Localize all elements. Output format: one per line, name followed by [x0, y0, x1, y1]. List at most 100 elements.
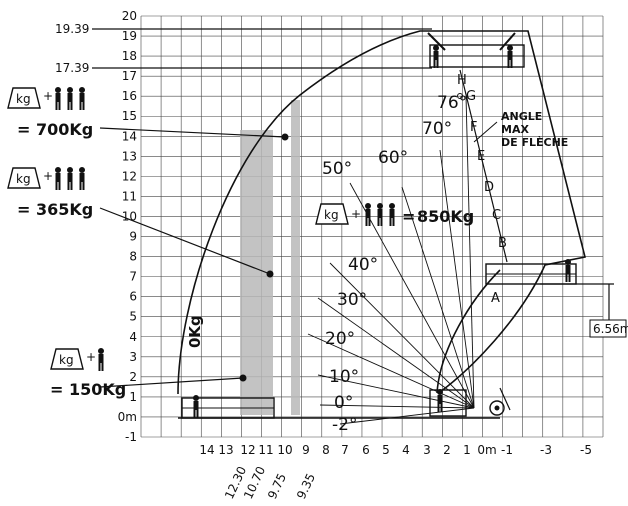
y-tick-label: 20: [122, 9, 137, 23]
y-tick-label: 12: [122, 169, 137, 183]
bottom-mark-label: 9.75: [265, 471, 289, 501]
kg-icon-text: kg: [16, 172, 31, 186]
x-tick-label: 3: [423, 443, 431, 457]
angle-ray: [339, 407, 475, 425]
kg-icon-text: kg: [59, 353, 74, 367]
y-tick-label: 17: [122, 69, 137, 83]
angle-30: 30°: [337, 290, 367, 310]
dot-700: [281, 133, 289, 141]
angle-neg2: -2°: [332, 415, 357, 435]
right-mark-label: 6.56m: [593, 322, 628, 336]
pointer-700: [99, 127, 286, 138]
x-tick-label: 1: [463, 443, 471, 457]
kg-icon-text: kg: [16, 92, 31, 106]
load-850: kg + = 850Kg: [315, 203, 474, 226]
plus-sign: +: [86, 350, 96, 364]
y-tick-label: 11: [122, 189, 137, 203]
x-tick-label: 5: [382, 443, 390, 457]
y-tick-label: 2: [129, 370, 137, 384]
y-tick-label: 18: [122, 49, 137, 63]
x-tick-label: -5: [580, 443, 592, 457]
x-tick-label: 7: [341, 443, 349, 457]
y-tick-label: 7: [129, 270, 137, 284]
y-tick-label: 6: [129, 290, 137, 304]
angle-max-line1: ANGLE: [501, 110, 542, 123]
letter-f: F: [470, 120, 477, 135]
angle-60: 60°: [378, 148, 408, 168]
letter-e: E: [477, 149, 485, 164]
angle-ray: [349, 182, 475, 409]
max-angle-line: [459, 69, 508, 263]
angle-40: 40°: [348, 255, 378, 275]
angle-70: 70°: [422, 119, 452, 139]
x-tick-label: 4: [402, 443, 410, 457]
load-365-label: = 365Kg: [17, 200, 93, 219]
y-tick-label: 15: [122, 109, 137, 123]
angle-ray: [317, 374, 475, 409]
angle-ray: [319, 404, 475, 409]
machine-base: [429, 387, 511, 417]
bottom-mark-label: 9.35: [294, 471, 318, 501]
pointer-365: [99, 207, 271, 275]
platform-top: [427, 32, 525, 68]
letter-c: C: [492, 208, 501, 223]
angle-ray: [401, 186, 475, 409]
height-label-19: 19.39: [55, 22, 89, 36]
angle-ray: [465, 95, 475, 409]
plus-sign: +: [43, 169, 53, 183]
x-tick-label: 14: [199, 443, 214, 457]
angle-20: 20°: [325, 329, 355, 349]
y-tick-label: 4: [129, 330, 137, 344]
grid: [140, 15, 604, 438]
y-tick-label: -1: [125, 430, 137, 444]
x-axis-labels: 14 13 12 11 10 9 8 7 6 5 4 3 2 1 0m -1 -3 -5: [199, 443, 592, 457]
angle-max-line2: MAX: [501, 123, 529, 136]
y-tick-label: 13: [122, 149, 137, 163]
load-850-eq: =: [402, 207, 415, 226]
letter-d: D: [484, 180, 494, 195]
letter-g: G: [466, 89, 476, 104]
inner-envelope: [436, 269, 501, 394]
y-tick-label: 16: [122, 89, 137, 103]
angle-0: 0°: [334, 393, 353, 413]
angle-rays: [307, 95, 475, 425]
letter-h: H: [457, 73, 467, 88]
x-tick-label: -3: [540, 443, 552, 457]
angle-labels: 76° 70° 60° 50° 40° 30° 20° 10° 0° -2°: [322, 93, 467, 435]
angle-50: 50°: [322, 159, 352, 179]
kg-icon-text: kg: [324, 208, 339, 222]
y-tick-label: 10: [122, 209, 137, 223]
boom-letters: H G F E D C B A: [457, 73, 507, 306]
angle-max-label: ANGLE MAX DE FLÈCHE: [473, 110, 568, 149]
pointer-150: [99, 377, 244, 388]
load-700-label: = 700Kg: [17, 120, 93, 139]
x-tick-label: 2: [443, 443, 451, 457]
height-label-17: 17.39: [55, 61, 89, 75]
angle-10: 10°: [329, 367, 359, 387]
letter-g-dot: [457, 93, 463, 99]
angle-ray: [439, 149, 475, 409]
x-tick-label: 6: [362, 443, 370, 457]
x-tick-label: -1: [501, 443, 513, 457]
x-tick-label: 9: [302, 443, 310, 457]
x-tick-label: 10: [277, 443, 292, 457]
plus-sign: +: [43, 89, 53, 103]
right-mark-box: [589, 319, 627, 338]
x-tick-label: 12: [240, 443, 255, 457]
y-tick-label: 9: [129, 230, 137, 244]
outer-envelope: [177, 30, 586, 395]
x-tick-label: 8: [322, 443, 330, 457]
dot-365: [266, 270, 274, 278]
x-tick-label: 13: [218, 443, 233, 457]
y-tick-label: 1: [129, 390, 137, 404]
y-tick-label: 14: [122, 129, 137, 143]
plus-sign: +: [351, 207, 361, 221]
angle-max-line3: DE FLÈCHE: [501, 136, 568, 149]
angle-ray: [307, 333, 475, 409]
y-tick-label: 8: [129, 250, 137, 264]
x-tick-label: 0m: [477, 443, 496, 457]
load-365: kg + = 365Kg: [7, 167, 93, 219]
load-700: kg + = 700Kg: [7, 87, 93, 139]
